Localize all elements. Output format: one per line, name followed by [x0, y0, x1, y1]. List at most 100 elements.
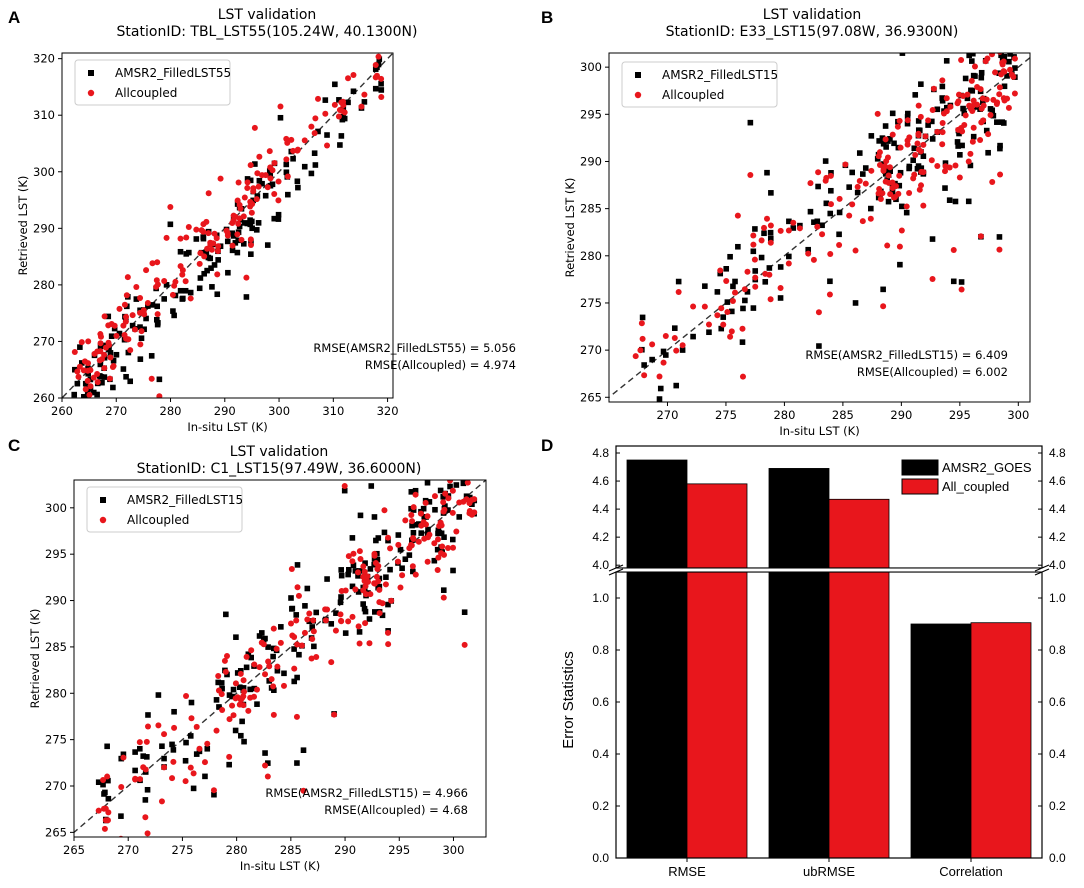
- point-amsr2: [200, 234, 207, 240]
- point-allcoupled: [442, 461, 448, 467]
- point-allcoupled: [758, 237, 765, 244]
- point-allcoupled: [946, 164, 953, 171]
- point-amsr2: [690, 333, 696, 340]
- point-allcoupled: [270, 711, 277, 718]
- point-allcoupled: [996, 246, 1003, 253]
- y-tick-label: 1.0: [1049, 591, 1066, 605]
- x-tick-label: 275: [715, 408, 737, 422]
- point-allcoupled: [161, 731, 168, 738]
- point-allcoupled: [997, 53, 1003, 55]
- point-allcoupled: [372, 74, 379, 81]
- point-amsr2: [154, 303, 161, 310]
- point-allcoupled: [744, 268, 751, 275]
- point-allcoupled: [734, 212, 741, 219]
- point-amsr2: [406, 552, 413, 558]
- point-amsr2: [896, 182, 903, 189]
- point-amsr2: [378, 87, 385, 93]
- point-allcoupled: [371, 550, 378, 557]
- y-tick-label: 290: [580, 154, 602, 168]
- point-amsr2: [992, 44, 998, 50]
- point-amsr2: [133, 296, 140, 302]
- axis-break-gap: [606, 568, 1052, 572]
- point-allcoupled: [970, 97, 977, 104]
- point-amsr2: [638, 416, 644, 422]
- upper-axis-frame: [615, 445, 1043, 569]
- point-allcoupled: [141, 311, 148, 318]
- point-allcoupled: [78, 339, 85, 346]
- point-allcoupled: [437, 519, 444, 526]
- point-allcoupled: [350, 550, 357, 557]
- point-allcoupled: [854, 183, 861, 190]
- point-amsr2: [342, 630, 349, 636]
- point-allcoupled: [440, 594, 447, 601]
- point-amsr2: [270, 653, 276, 660]
- point-allcoupled: [363, 591, 370, 598]
- point-amsr2: [816, 343, 822, 349]
- point-amsr2: [229, 230, 236, 237]
- chart-title: LST validation: [763, 7, 862, 23]
- point-allcoupled: [144, 299, 151, 306]
- point-amsr2: [247, 221, 254, 228]
- point-amsr2: [882, 123, 889, 129]
- point-amsr2: [777, 264, 784, 270]
- point-amsr2: [209, 284, 215, 290]
- point-amsr2: [959, 142, 965, 149]
- point-allcoupled: [376, 610, 383, 617]
- point-amsr2: [225, 269, 231, 276]
- point-allcoupled: [153, 277, 160, 284]
- point-amsr2: [790, 225, 797, 231]
- point-allcoupled: [958, 286, 965, 293]
- rmse-annotation: RMSE(Allcoupled) = 4.974: [365, 358, 516, 372]
- point-allcoupled: [105, 339, 112, 346]
- y-axis-label: Retrieved LST (K): [28, 609, 42, 709]
- point-allcoupled: [439, 543, 446, 550]
- point-amsr2: [186, 249, 192, 256]
- point-allcoupled: [120, 754, 127, 761]
- point-amsr2: [974, 34, 980, 40]
- point-allcoupled: [196, 745, 203, 752]
- point-amsr2: [673, 382, 680, 389]
- point-allcoupled: [131, 326, 138, 333]
- point-amsr2: [203, 249, 210, 256]
- legend-marker-square: [100, 497, 106, 503]
- point-allcoupled: [234, 231, 241, 238]
- point-amsr2: [312, 162, 319, 168]
- point-allcoupled: [267, 175, 274, 182]
- point-amsr2: [918, 165, 925, 171]
- point-allcoupled: [75, 373, 82, 380]
- point-allcoupled: [273, 645, 280, 652]
- point-allcoupled: [1002, 40, 1008, 46]
- point-allcoupled: [388, 597, 395, 604]
- point-allcoupled: [169, 291, 176, 298]
- point-amsr2: [762, 279, 769, 285]
- y-tick-label: 0.0: [1049, 851, 1066, 865]
- legend-label: AMSR2_FilledLST15: [662, 68, 778, 82]
- point-amsr2: [239, 718, 245, 725]
- point-allcoupled: [271, 191, 278, 198]
- plot-frame: [608, 52, 1031, 403]
- point-amsr2: [255, 220, 262, 226]
- panel-letter: D: [541, 436, 553, 455]
- point-amsr2: [277, 114, 284, 121]
- point-amsr2: [324, 132, 330, 138]
- point-allcoupled: [90, 405, 96, 411]
- y-tick-label: 0.2: [1049, 799, 1066, 813]
- bar-lower: [686, 571, 748, 859]
- point-amsr2: [125, 349, 132, 356]
- panel-letter: B: [541, 8, 553, 27]
- plot-frame: [61, 52, 394, 399]
- point-allcoupled: [662, 333, 669, 340]
- point-allcoupled: [101, 825, 108, 832]
- point-amsr2: [897, 261, 903, 268]
- point-amsr2: [467, 471, 473, 477]
- point-amsr2: [338, 133, 345, 139]
- y-tick-label: 0.8: [1049, 643, 1066, 657]
- point-amsr2: [366, 616, 373, 622]
- point-amsr2: [322, 97, 329, 103]
- point-allcoupled: [464, 480, 471, 486]
- point-allcoupled: [208, 246, 215, 253]
- point-allcoupled: [992, 69, 999, 76]
- point-allcoupled: [752, 274, 759, 281]
